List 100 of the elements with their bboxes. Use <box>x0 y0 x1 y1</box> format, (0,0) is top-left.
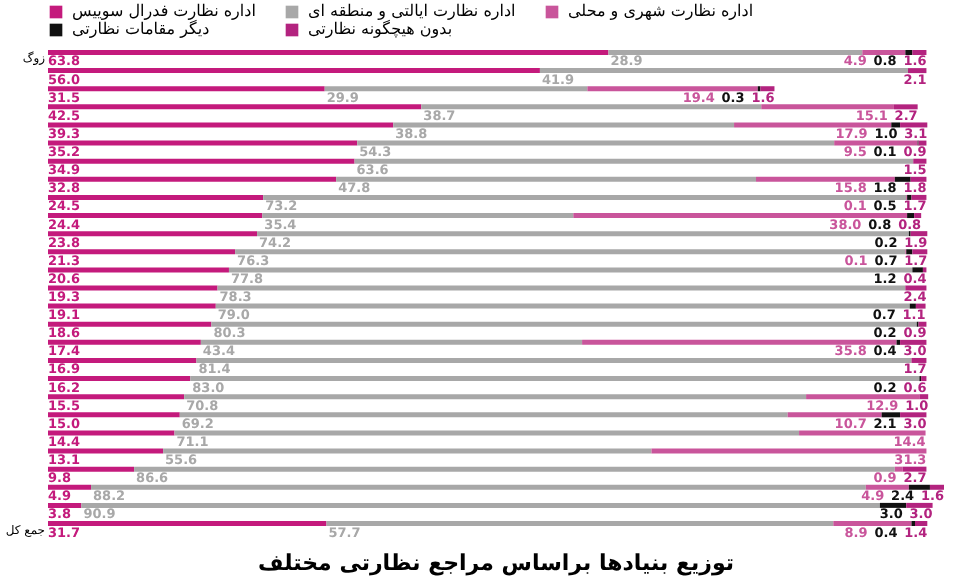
bar <box>929 484 944 490</box>
bar <box>910 231 928 237</box>
bar <box>174 430 800 436</box>
bar <box>163 448 652 454</box>
bar <box>787 412 882 418</box>
bar <box>587 86 758 92</box>
bar <box>179 412 788 418</box>
bar <box>907 68 927 74</box>
bar <box>908 484 930 490</box>
bar <box>393 122 735 128</box>
bar <box>806 394 920 400</box>
bar <box>324 86 588 92</box>
bar <box>326 521 834 527</box>
bar <box>48 86 325 92</box>
bar <box>921 376 927 382</box>
bar <box>907 213 915 219</box>
bar <box>48 49 609 55</box>
legend-label: اداره نظارت فدرال سوییس <box>72 2 256 20</box>
bar <box>48 194 264 200</box>
bar <box>906 249 913 255</box>
bar <box>891 122 901 128</box>
bar <box>48 502 82 508</box>
bar <box>257 231 909 237</box>
bar <box>357 140 835 146</box>
bar <box>211 321 917 327</box>
bar <box>919 394 929 400</box>
bar <box>902 466 927 472</box>
bar <box>134 466 895 472</box>
bar <box>905 49 913 55</box>
bar <box>228 267 913 273</box>
bar <box>900 122 928 128</box>
bar <box>354 158 914 164</box>
bar <box>48 521 327 527</box>
bar <box>48 122 394 128</box>
bar <box>914 213 922 219</box>
bar <box>900 339 927 345</box>
bar <box>48 176 337 182</box>
bar <box>336 176 757 182</box>
bar <box>894 176 911 182</box>
bar <box>910 176 927 182</box>
bar <box>865 484 909 490</box>
bar <box>894 466 903 472</box>
bar <box>48 321 212 327</box>
bar <box>48 231 258 237</box>
bar <box>48 140 358 146</box>
bar <box>217 285 906 291</box>
bar <box>913 158 927 164</box>
bar <box>81 502 880 508</box>
bar <box>48 104 422 110</box>
legend-label: اداره نظارت شهری و محلی <box>568 2 754 20</box>
bar <box>200 339 583 345</box>
bar <box>48 249 236 255</box>
bar <box>911 357 927 363</box>
bar <box>48 213 263 219</box>
bar <box>48 303 216 309</box>
bar <box>215 303 910 309</box>
bar <box>834 140 918 146</box>
bar <box>582 339 897 345</box>
bar <box>911 194 927 200</box>
bar <box>799 430 926 436</box>
legend-label: دیگر مقامات نظارتی <box>72 18 211 38</box>
bar <box>48 484 92 490</box>
bar <box>235 249 906 255</box>
bar <box>48 285 218 291</box>
legend-label: بدون هیچگونه نظارتی <box>308 18 453 38</box>
bar <box>881 412 901 418</box>
bar <box>190 376 920 382</box>
bar <box>421 104 762 110</box>
bar <box>915 521 928 527</box>
bar <box>48 430 175 436</box>
bar <box>608 49 863 55</box>
bar <box>912 249 928 255</box>
bar <box>879 502 907 508</box>
bar <box>909 303 916 309</box>
bar <box>48 339 201 345</box>
bar <box>48 448 164 454</box>
bar <box>263 194 907 200</box>
bar <box>905 285 927 291</box>
bar <box>912 267 923 273</box>
bar <box>539 68 908 74</box>
bar <box>48 68 540 74</box>
bar <box>833 521 912 527</box>
legend-label: اداره نظارت ایالتی و منطقه ای <box>308 2 516 20</box>
bar <box>906 502 933 508</box>
bar <box>48 267 229 273</box>
bar <box>900 412 927 418</box>
text: توزیع بنیادها براساس مراجع نظارتی مختلف <box>258 550 734 576</box>
bar <box>761 104 894 110</box>
bar <box>48 158 355 164</box>
bar <box>48 412 180 418</box>
bar <box>48 357 197 363</box>
bar <box>48 466 135 472</box>
bar <box>91 484 866 490</box>
bar <box>48 394 185 400</box>
bar <box>912 49 927 55</box>
bar <box>262 213 574 219</box>
bar <box>734 122 892 128</box>
bar <box>893 104 918 110</box>
bar <box>573 213 908 219</box>
bar <box>48 376 191 382</box>
